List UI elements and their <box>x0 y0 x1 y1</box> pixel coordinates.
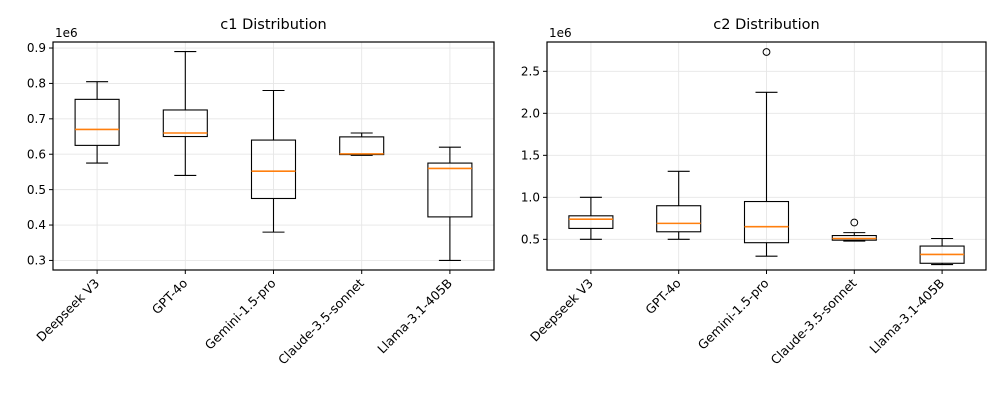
x-tick-label-llama-3-1-405b: Llama-3.1-405B <box>374 276 455 357</box>
iqr-box <box>162 109 208 138</box>
outlier-marker <box>762 48 771 56</box>
box-gpt-4o <box>162 51 208 177</box>
box-deepseek-v3 <box>74 81 120 164</box>
x-tick-label-gemini-1-5-pro: Gemini-1.5-pro <box>695 276 772 353</box>
box-deepseek-v3 <box>568 196 614 240</box>
box-llama-3-1-405b <box>919 237 965 266</box>
y-tick-label: 2.5 <box>521 65 540 79</box>
box-llama-3-1-405b <box>427 146 473 261</box>
box-gemini-1-5-pro <box>743 48 790 257</box>
y-tick-label: 1.0 <box>521 191 540 205</box>
x-tick-label-gpt-4o: GPT-4o <box>149 276 191 318</box>
subplot-c1-distribution: 0.3 0.4 0.5 0.6 0.7 0.8 0.9 Deepseek V3 GPT-4o Ge… <box>27 17 495 367</box>
subplot-title: c2 Distribution <box>713 17 819 33</box>
gridlines <box>53 42 494 270</box>
axis-offset-label: 1e6 <box>55 26 78 40</box>
box-gemini-1-5-pro <box>250 89 297 233</box>
iqr-box <box>656 205 702 233</box>
y-tick-label: 2.0 <box>521 107 540 121</box>
iqr-box <box>743 200 790 244</box>
y-tick-label: 0.7 <box>27 112 46 126</box>
y-tick-label: 0.8 <box>27 77 46 91</box>
iqr-box <box>427 162 473 218</box>
box-claude-3-5-sonnet <box>831 218 877 242</box>
box-gpt-4o <box>656 170 702 240</box>
iqr-box <box>250 139 297 200</box>
x-tick-label-deepseek-v3: Deepseek V3 <box>33 276 102 345</box>
box-claude-3-5-sonnet <box>339 132 385 156</box>
x-tick-label-llama-3-1-405b: Llama-3.1-405B <box>866 276 947 357</box>
subplot-c2-distribution: 0.5 1.0 1.5 2.0 2.5 Deepseek V3 GPT-4o Gemini-1… <box>521 17 987 367</box>
x-tick-label-deepseek-v3: Deepseek V3 <box>527 276 596 345</box>
axis-offset-label: 1e6 <box>549 26 572 40</box>
y-tick-label: 0.5 <box>27 183 46 197</box>
x-tick-label-gpt-4o: GPT-4o <box>642 276 684 318</box>
x-tick-label-claude-3-5-sonnet: Claude-3.5-sonnet <box>768 275 860 367</box>
y-tick-label: 0.3 <box>27 254 46 268</box>
subplot-title: c1 Distribution <box>220 17 326 33</box>
iqr-box <box>74 98 120 146</box>
y-tick-label: 0.5 <box>521 233 540 247</box>
x-tick-label-claude-3-5-sonnet: Claude-3.5-sonnet <box>275 275 367 367</box>
y-tick-label: 1.5 <box>521 149 540 163</box>
outlier-marker <box>850 218 859 227</box>
y-tick-label: 0.4 <box>27 218 46 232</box>
y-tick-label: 0.9 <box>27 41 46 55</box>
x-tick-label-gemini-1-5-pro: Gemini-1.5-pro <box>202 276 279 353</box>
iqr-box <box>568 215 614 229</box>
y-tick-label: 0.6 <box>27 147 46 161</box>
